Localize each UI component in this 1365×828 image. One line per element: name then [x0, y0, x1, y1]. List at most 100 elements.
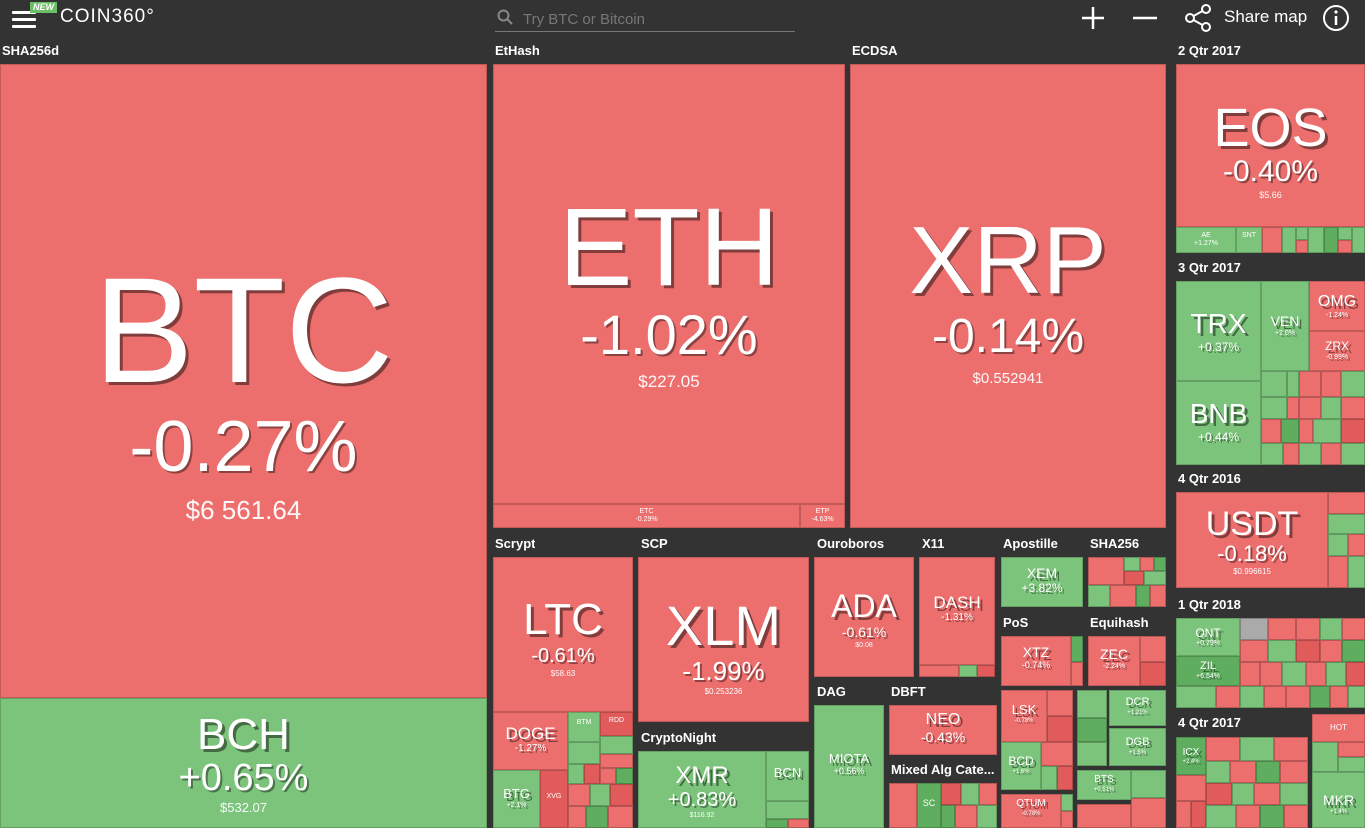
small-coin-tile[interactable] [1299, 371, 1321, 397]
small-coin-tile[interactable] [600, 736, 633, 754]
small-coin-tile[interactable] [1071, 636, 1083, 662]
small-coin-tile[interactable] [788, 819, 809, 828]
small-coin-tile[interactable] [1338, 757, 1365, 772]
small-coin-tile[interactable] [1328, 556, 1348, 588]
small-coin-tile[interactable] [1324, 227, 1338, 253]
small-coin-tile[interactable] [1061, 794, 1073, 811]
small-coin-tile[interactable] [766, 801, 809, 819]
small-coin-tile[interactable] [1154, 557, 1166, 571]
logo[interactable]: COIN360° [60, 6, 155, 27]
tile-bcd[interactable]: BCD +1.6% [1001, 742, 1041, 790]
small-coin-tile[interactable] [1077, 804, 1131, 828]
share-map-label[interactable]: Share map [1224, 7, 1308, 26]
small-coin-tile[interactable] [1236, 805, 1260, 828]
small-coin-tile[interactable] [1206, 737, 1240, 761]
small-coin-tile[interactable] [1176, 686, 1216, 708]
small-coin-tile[interactable] [1342, 640, 1365, 662]
small-coin-tile[interactable] [1041, 742, 1073, 766]
tile-bcn[interactable]: BCN [766, 751, 809, 801]
tile-xtz[interactable]: XTZ -0.74% [1001, 636, 1071, 686]
tile-ada[interactable]: ADA -0.61% $0.08 [814, 557, 914, 677]
small-coin-tile[interactable] [1140, 662, 1166, 686]
tile-doge[interactable]: DOGE -1.27% [493, 712, 568, 770]
tile-neo[interactable]: NEO -0.43% [889, 705, 997, 755]
small-coin-tile[interactable] [1320, 640, 1342, 662]
tile-omg[interactable]: OMG -1.24% [1309, 281, 1365, 331]
small-coin-tile[interactable] [1282, 662, 1306, 686]
small-coin-tile[interactable] [600, 768, 616, 784]
small-coin-tile[interactable] [1216, 686, 1240, 708]
tile-trx[interactable]: TRX +0.37% [1176, 281, 1261, 381]
tile-ae[interactable]: AE +1.27% [1176, 227, 1236, 253]
small-coin-tile[interactable] [1077, 742, 1107, 766]
small-coin-tile[interactable] [766, 819, 788, 828]
small-coin-tile[interactable] [616, 768, 633, 784]
small-coin-tile[interactable] [1338, 240, 1352, 253]
info-icon[interactable] [1322, 4, 1350, 32]
tile-xlm[interactable]: XLM -1.99% $0.253236 [638, 557, 809, 722]
small-coin-tile[interactable] [1240, 686, 1264, 708]
tile-snt[interactable]: SNT [1236, 227, 1262, 253]
small-coin-tile[interactable] [1341, 443, 1365, 465]
share-icon[interactable] [1184, 4, 1214, 32]
tile-etp[interactable]: ETP -4.63% [800, 504, 845, 528]
small-coin-tile[interactable] [1206, 761, 1230, 783]
small-coin-tile[interactable] [1328, 534, 1348, 556]
tile-sc[interactable]: SC [917, 783, 941, 828]
small-coin-tile[interactable] [568, 784, 590, 806]
small-coin-tile[interactable] [1283, 443, 1299, 465]
small-coin-tile[interactable] [955, 805, 977, 828]
tile-rdd[interactable]: RDD [600, 712, 633, 736]
small-coin-tile[interactable] [1338, 227, 1352, 240]
small-coin-tile[interactable] [1338, 742, 1365, 757]
small-coin-tile[interactable] [1077, 718, 1107, 742]
small-coin-tile[interactable] [1057, 766, 1073, 790]
small-coin-tile[interactable] [1296, 640, 1320, 662]
small-coin-tile[interactable] [1232, 783, 1254, 805]
small-coin-tile[interactable] [600, 754, 633, 768]
small-coin-tile[interactable] [1321, 443, 1341, 465]
small-coin-tile[interactable] [1131, 798, 1166, 828]
small-coin-tile[interactable] [1342, 618, 1365, 640]
tile-eos[interactable]: EOS -0.40% $5.66 [1176, 64, 1365, 227]
small-coin-tile[interactable] [1308, 227, 1324, 253]
tile-btm[interactable]: BTM [568, 712, 600, 742]
tile-hot[interactable]: HOT [1312, 714, 1365, 742]
small-coin-tile[interactable] [1261, 443, 1283, 465]
small-coin-tile[interactable] [1264, 686, 1286, 708]
small-coin-tile[interactable] [1348, 686, 1365, 708]
small-coin-tile[interactable] [1326, 662, 1346, 686]
small-coin-tile[interactable] [1348, 556, 1365, 588]
small-coin-tile[interactable] [1240, 737, 1274, 761]
small-coin-tile[interactable] [1206, 783, 1232, 805]
tile-xrp[interactable]: XRP -0.14% $0.552941 [850, 64, 1166, 528]
small-coin-tile[interactable] [1341, 419, 1365, 443]
small-coin-tile[interactable] [568, 764, 584, 784]
small-coin-tile[interactable] [1321, 371, 1341, 397]
tile-ven[interactable]: VEN +2.0% [1261, 281, 1309, 371]
small-coin-tile[interactable] [1310, 686, 1330, 708]
small-coin-tile[interactable] [1261, 371, 1287, 397]
small-coin-tile[interactable] [961, 783, 979, 805]
small-coin-tile[interactable] [1088, 557, 1124, 585]
small-coin-tile[interactable] [1287, 371, 1299, 397]
tile-zrx[interactable]: ZRX -0.99% [1309, 331, 1365, 371]
tile-btg[interactable]: BTG +2.1% [493, 770, 540, 828]
small-coin-tile[interactable] [1328, 492, 1365, 514]
small-coin-tile[interactable] [941, 783, 961, 805]
small-coin-tile[interactable] [1240, 662, 1260, 686]
small-coin-tile[interactable] [586, 806, 608, 828]
small-coin-tile[interactable] [977, 805, 997, 828]
small-coin-tile[interactable] [1352, 227, 1365, 253]
small-coin-tile[interactable] [1348, 534, 1365, 556]
small-coin-tile[interactable] [1261, 419, 1281, 443]
small-coin-tile[interactable] [1088, 585, 1110, 607]
small-coin-tile[interactable] [1346, 662, 1365, 686]
small-coin-tile[interactable] [1306, 662, 1326, 686]
small-coin-tile[interactable] [889, 783, 917, 828]
small-coin-tile[interactable] [979, 783, 997, 805]
small-coin-tile[interactable] [1280, 761, 1308, 783]
small-coin-tile[interactable] [1299, 419, 1313, 443]
small-coin-tile[interactable] [1260, 805, 1284, 828]
small-coin-tile[interactable] [1320, 618, 1342, 640]
